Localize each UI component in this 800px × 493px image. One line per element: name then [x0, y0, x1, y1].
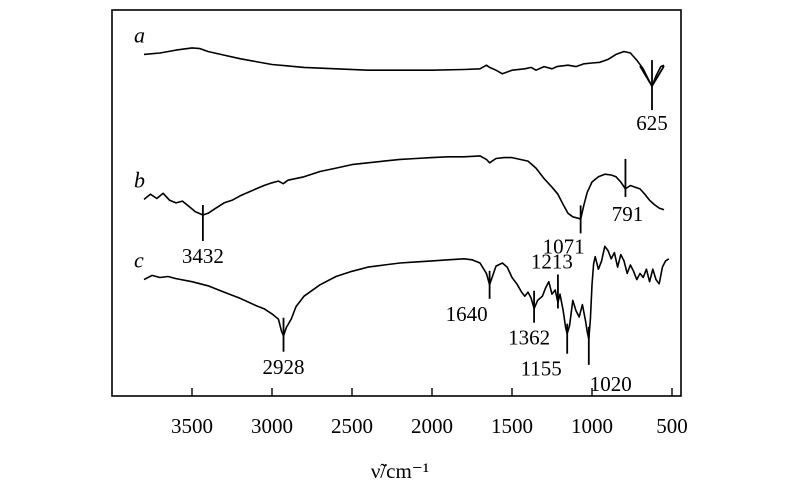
peak-label-1020: 1020 — [590, 372, 632, 396]
peak-marker-fork-right — [651, 65, 665, 87]
peak-markers — [201, 60, 665, 365]
peak-label-2928: 2928 — [263, 355, 305, 379]
peak-label-1213: 1213 — [531, 249, 573, 273]
x-tick-label-2000: 2000 — [411, 414, 453, 438]
trace-label-c: c — [134, 248, 144, 273]
peak-label-1362: 1362 — [508, 326, 550, 350]
trace-b — [143, 155, 665, 221]
x-axis-tick-labels: 3500 3000 2500 2000 1500 1000 500 — [171, 414, 688, 438]
trace-label-b: b — [134, 167, 145, 192]
trace-c — [143, 245, 670, 340]
x-tick-label-1000: 1000 — [571, 414, 613, 438]
peak-labels: 625 3432 1071 791 1213 1640 2928 1362 1155 1020 — [182, 111, 668, 396]
x-tick-label-500: 500 — [656, 414, 688, 438]
peak-marker-fork-left — [639, 65, 653, 87]
x-tick-label-3000: 3000 — [251, 414, 293, 438]
x-tick-label-2500: 2500 — [331, 414, 373, 438]
spectrum-traces — [143, 47, 670, 340]
peak-label-3432: 3432 — [182, 244, 224, 268]
x-axis-ticks — [191, 388, 673, 396]
peak-label-1640: 1640 — [446, 302, 488, 326]
peak-label-625: 625 — [636, 111, 668, 135]
trace-labels: a b c — [134, 22, 145, 272]
x-tick-label-3500: 3500 — [171, 414, 213, 438]
peak-label-1155: 1155 — [521, 357, 562, 381]
x-tick-label-1500: 1500 — [491, 414, 533, 438]
plot-frame — [111, 9, 682, 397]
x-axis-label: ν̃/cm⁻¹ — [371, 459, 429, 483]
peak-label-1071: 1071 — [543, 234, 585, 258]
trace-a — [143, 47, 665, 87]
trace-label-a: a — [134, 22, 145, 47]
peak-label-791: 791 — [612, 202, 644, 226]
